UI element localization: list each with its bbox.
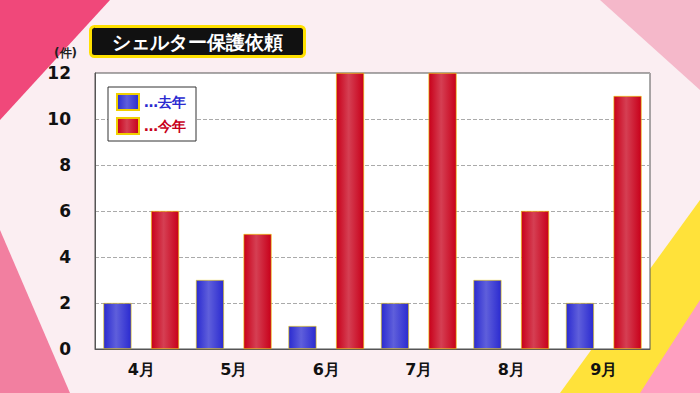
svg-text:12: 12 xyxy=(47,63,71,83)
svg-text:6: 6 xyxy=(59,201,71,221)
svg-text:(件): (件) xyxy=(54,46,77,60)
svg-text:6月: 6月 xyxy=(313,360,340,379)
svg-text:8: 8 xyxy=(59,155,71,175)
svg-text:8月: 8月 xyxy=(498,360,525,379)
svg-text:…今年: …今年 xyxy=(144,118,186,134)
svg-text:7月: 7月 xyxy=(405,360,432,379)
svg-text:シェルター保護依頼: シェルター保護依頼 xyxy=(112,31,283,53)
svg-text:4月: 4月 xyxy=(128,360,155,379)
svg-text:9月: 9月 xyxy=(590,360,617,379)
svg-text:…去年: …去年 xyxy=(144,94,186,110)
svg-text:5月: 5月 xyxy=(220,360,247,379)
svg-text:10: 10 xyxy=(47,109,71,129)
svg-text:0: 0 xyxy=(59,339,71,359)
svg-text:4: 4 xyxy=(59,247,71,267)
svg-text:2: 2 xyxy=(59,293,71,313)
